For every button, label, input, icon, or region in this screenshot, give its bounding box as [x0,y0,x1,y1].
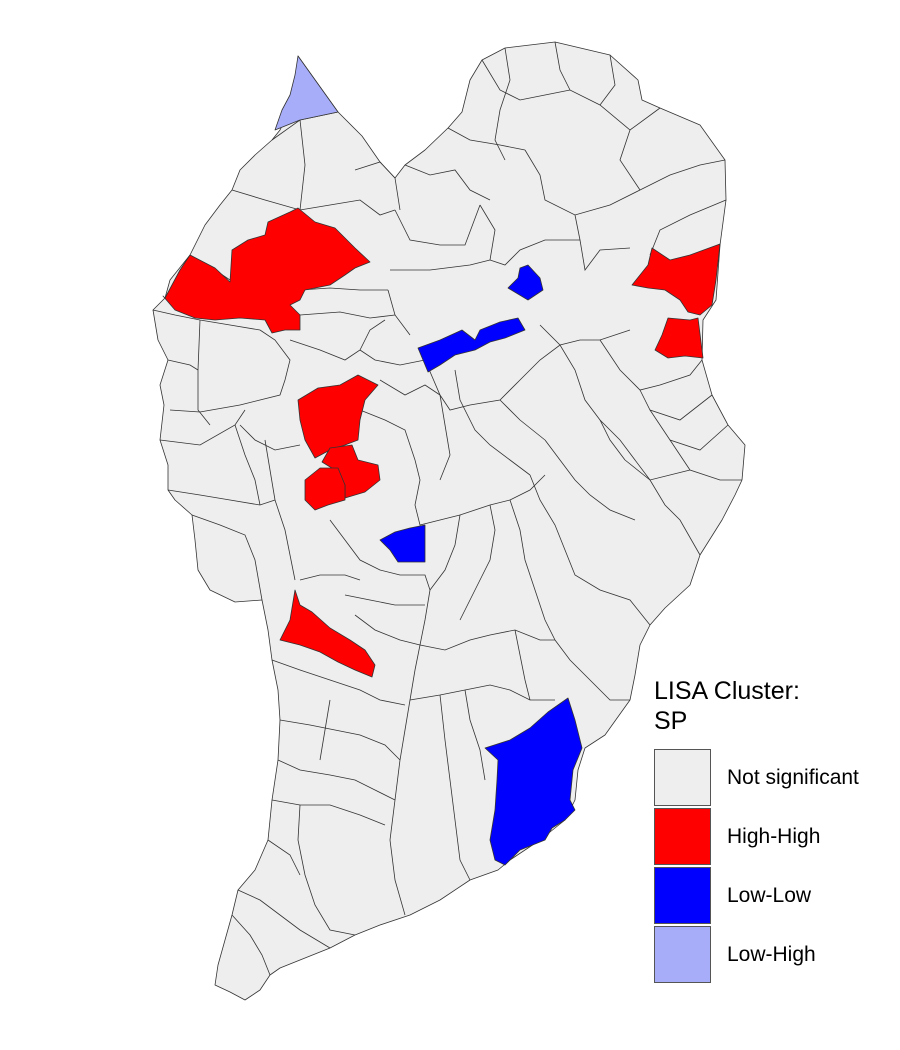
high-high-regions [162,207,721,678]
low-low-regions [379,264,583,866]
region-low-low [507,264,544,301]
legend-item-not-significant: Not significant [654,748,894,807]
legend-swatch-high-high [654,808,711,865]
legend-swatch-low-high [654,926,711,983]
region-high-high [162,207,371,334]
legend-label-not-significant: Not significant [727,765,859,789]
legend-title-line2: SP [654,707,688,735]
region-high-high [297,374,379,459]
legend-swatch-low-low [654,867,711,924]
region-high-high [654,317,704,359]
region-low-low [379,524,426,563]
legend-item-low-low: Low-Low [654,866,894,925]
district-boundaries [152,41,742,976]
legend: LISA Cluster: SP Not significant High-Hi… [654,676,894,984]
region-low-low [484,697,583,866]
legend-item-low-high: Low-High [654,925,894,984]
legend-title-line1: LISA Cluster: [654,677,800,705]
region-high-high [279,589,376,678]
region-high-high [631,243,721,316]
legend-item-high-high: High-High [654,807,894,866]
region-low-low [417,317,526,373]
region-high-high [304,467,346,511]
legend-label-low-low: Low-Low [727,883,812,907]
legend-title: LISA Cluster: SP [654,676,894,736]
legend-swatch-not-significant [654,749,711,806]
legend-label-high-high: High-High [727,824,821,848]
region-low-high [274,55,339,131]
legend-label-low-high: Low-High [727,942,816,966]
